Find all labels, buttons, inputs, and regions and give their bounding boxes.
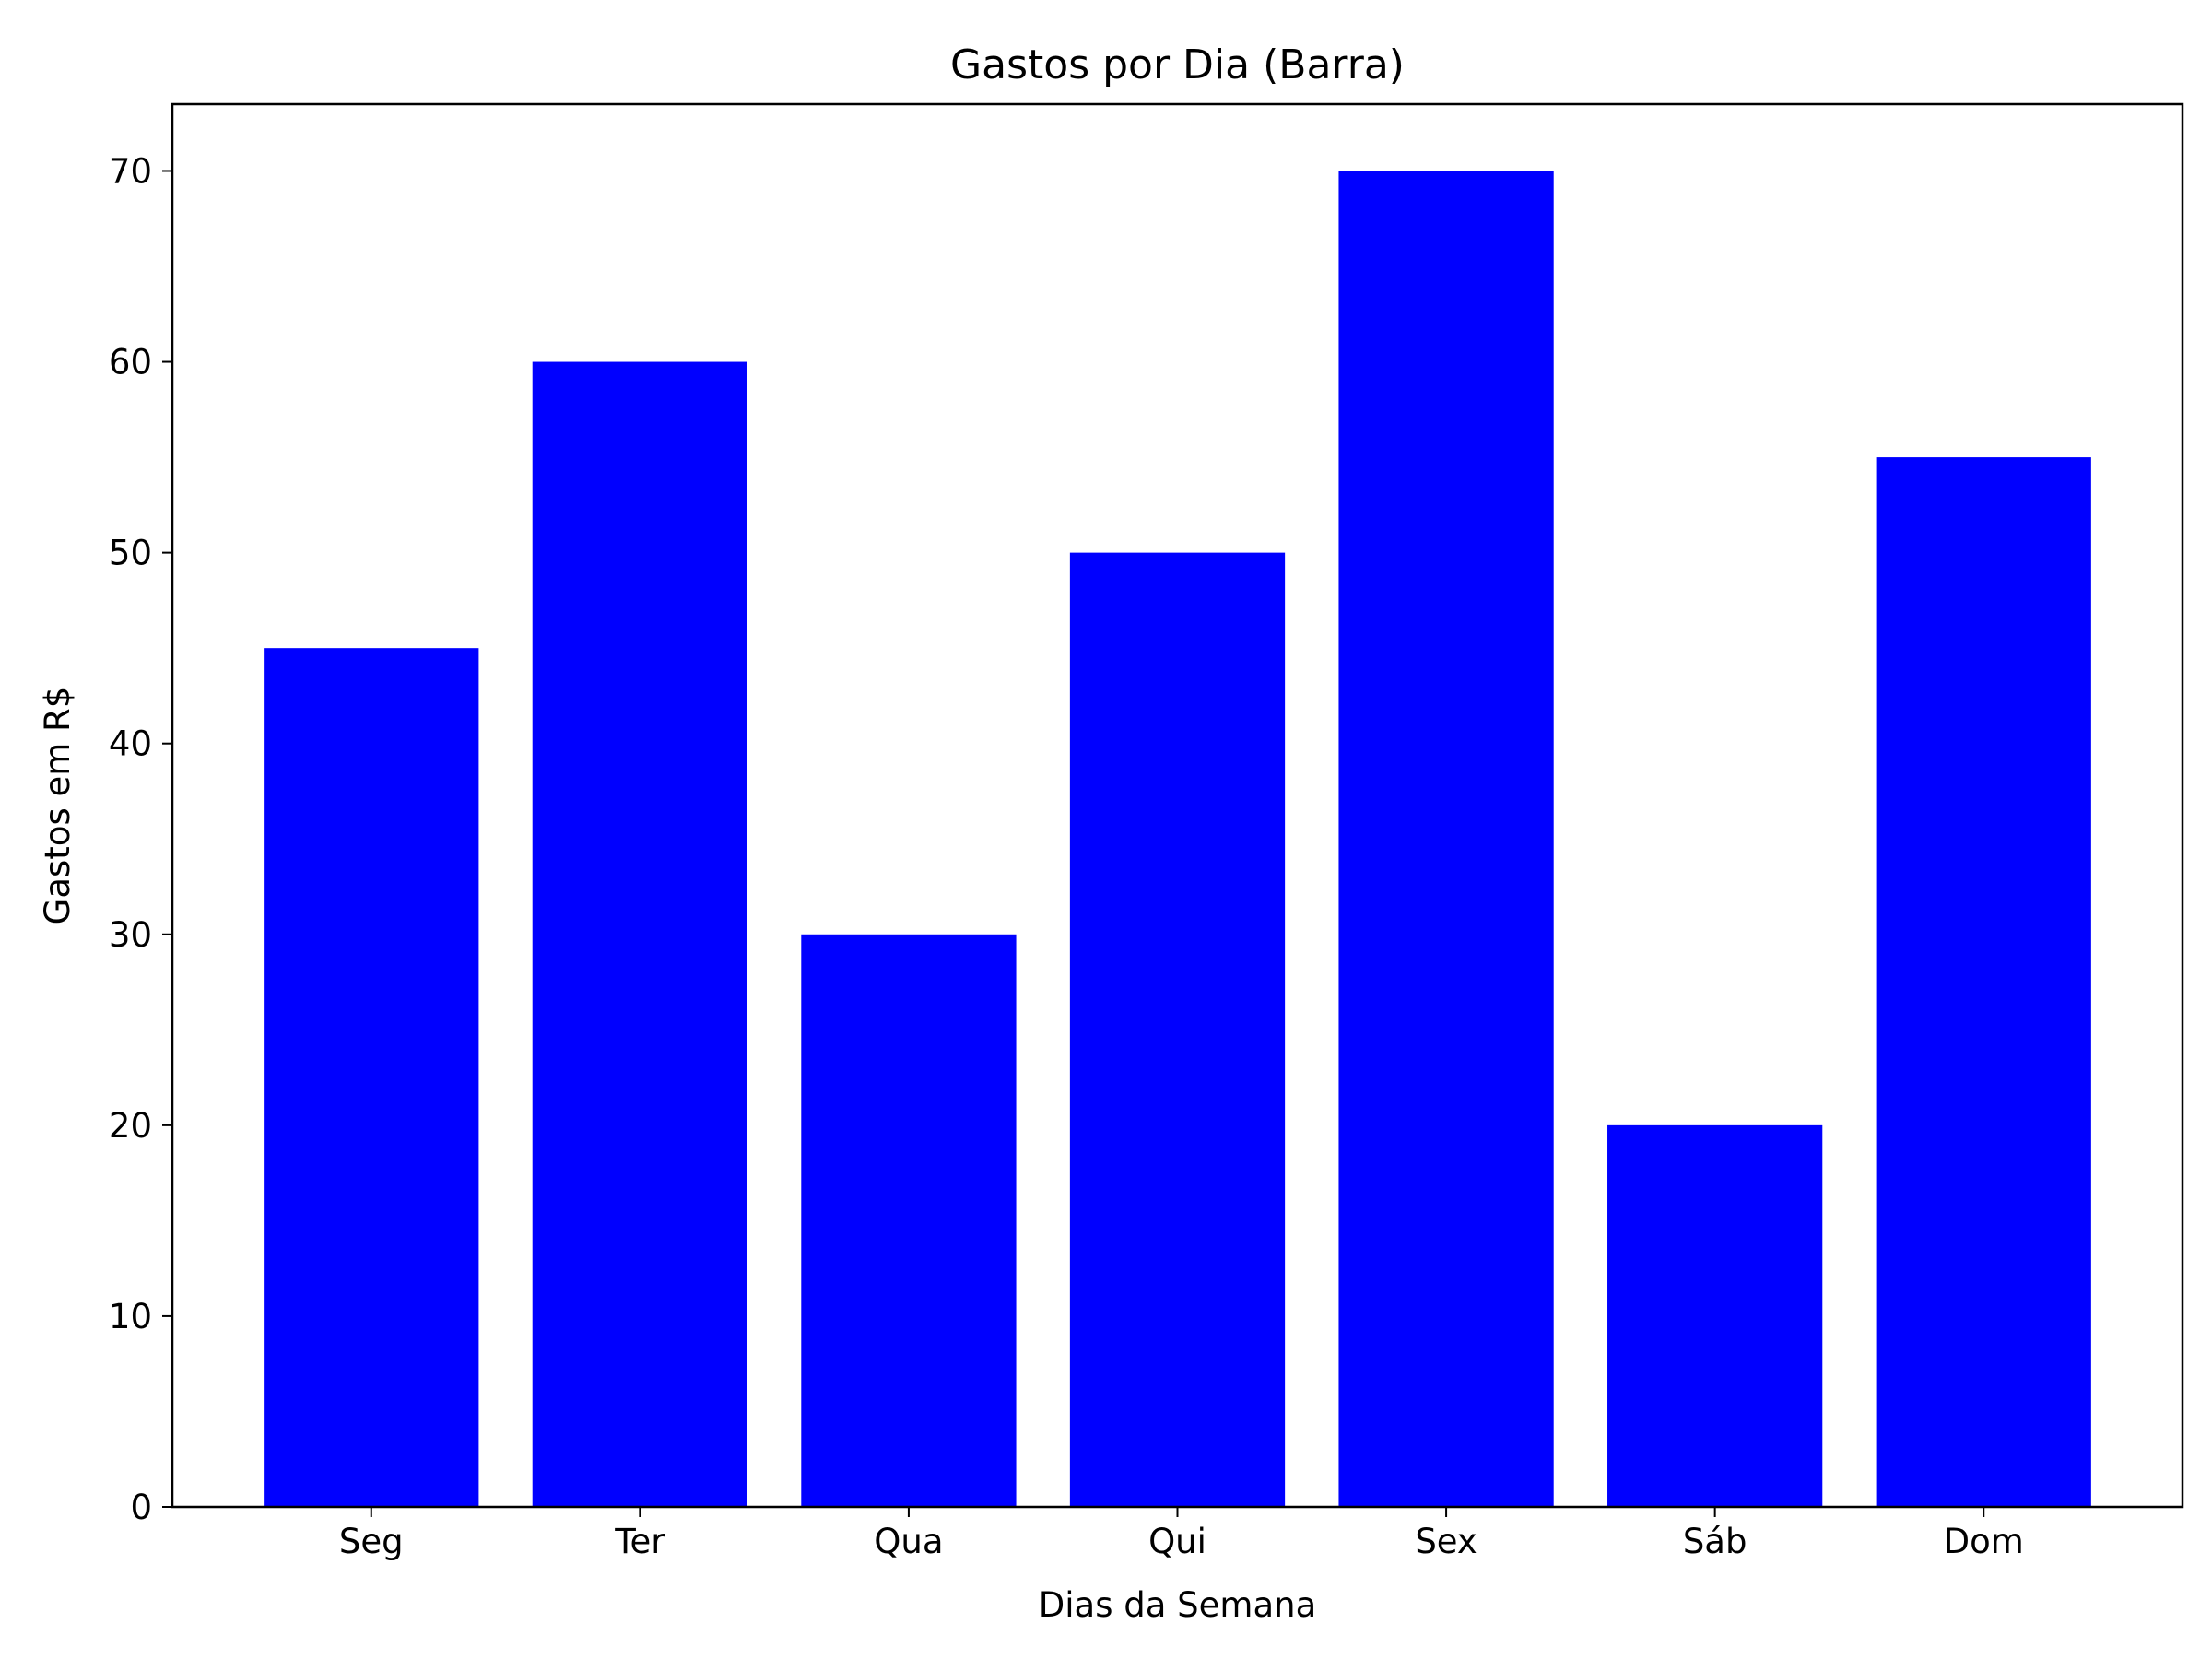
bar-sáb [1607, 1124, 1823, 1507]
x-tick-label: Sáb [1683, 1522, 1747, 1561]
x-tick-label: Seg [339, 1522, 404, 1561]
y-tick-label: 20 [109, 1106, 152, 1146]
y-axis-label: Gastos em R$ [38, 687, 77, 925]
y-tick-label: 30 [109, 915, 152, 955]
bar-seg [264, 648, 479, 1507]
x-tick-label: Dom [1944, 1522, 2024, 1561]
chart-title: Gastos por Dia (Barra) [950, 41, 1405, 88]
y-tick-label: 0 [130, 1488, 152, 1527]
y-tick-label: 60 [109, 343, 152, 382]
bar-qua [801, 934, 1017, 1507]
bar-sex [1338, 171, 1554, 1507]
bar-ter [532, 361, 747, 1507]
x-tick-label: Sex [1415, 1522, 1477, 1561]
ticks-layer: Seg Ter Qua Qui Sex Sáb Dom 0 10 20 30 40 50 60 70 [109, 151, 2024, 1561]
plot-area-frame [171, 102, 2184, 1509]
bar-dom [1876, 457, 2091, 1508]
y-tick-label: 10 [109, 1297, 152, 1336]
y-tick-label: 70 [109, 151, 152, 191]
x-tick-label: Qui [1148, 1522, 1206, 1561]
y-tick-label: 40 [109, 724, 152, 764]
x-tick-label: Ter [614, 1522, 665, 1561]
x-axis-label: Dias da Semana [1039, 1585, 1317, 1625]
bars-layer [264, 171, 2091, 1508]
x-tick-label: Qua [874, 1522, 943, 1561]
y-tick-label: 50 [109, 534, 152, 573]
bar-qui [1069, 552, 1286, 1507]
